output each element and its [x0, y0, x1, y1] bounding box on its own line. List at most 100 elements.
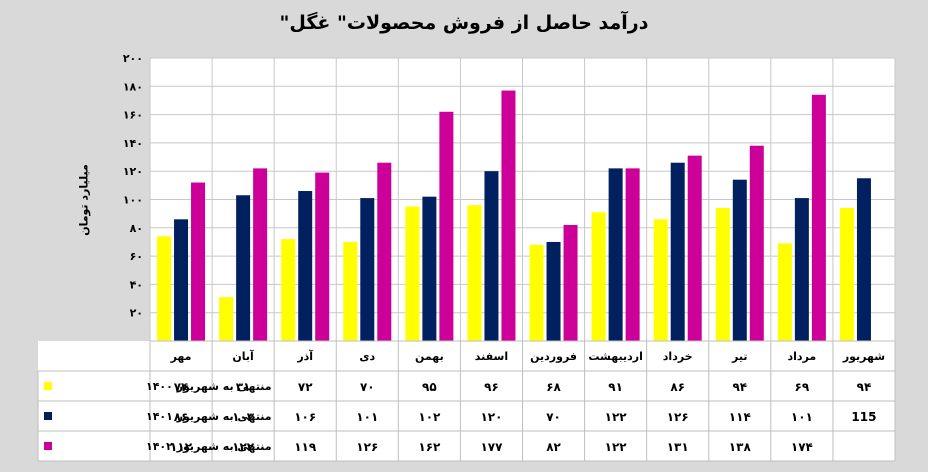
data-label: ۱۳۸ — [729, 440, 752, 454]
y-tick-label: ۸۰ — [130, 222, 143, 235]
data-label: ۱۲۰ — [480, 410, 502, 424]
y-tick-label: ۱۴۰ — [123, 137, 143, 150]
bar-series-1 — [839, 207, 854, 341]
data-label: ۹۶ — [484, 380, 499, 394]
chart-title: درآمد حاصل از فروش محصولات" غگل" — [279, 12, 649, 34]
data-label: ۱۰۲ — [418, 410, 441, 424]
data-label: ۱۷۷ — [480, 440, 503, 454]
x-category-label: فروردین — [530, 350, 577, 363]
x-category-label: آبان — [232, 349, 254, 363]
x-category-label: خرداد — [663, 350, 693, 363]
data-label: ۱۶۲ — [418, 440, 441, 454]
x-category-label: اردیبهشت — [588, 350, 642, 363]
data-label: ۱۱۹ — [294, 440, 317, 454]
bar-series-3 — [315, 172, 330, 341]
bar-series-2 — [236, 195, 251, 341]
data-label: 115 — [851, 410, 876, 424]
data-label: ۸۲ — [546, 440, 561, 454]
y-tick-label: ۲۰۰ — [123, 52, 143, 65]
data-label: ۱۱۴ — [729, 410, 751, 424]
bar-series-1 — [219, 297, 234, 341]
y-tick-label: ۲۰ — [130, 307, 143, 320]
data-label: ۱۳۱ — [667, 440, 689, 454]
x-category-label: بهمن — [415, 350, 444, 363]
bar-series-1 — [591, 212, 606, 341]
legend-key-series-1 — [44, 382, 52, 390]
y-tick-label: ۱۰۰ — [123, 194, 143, 207]
bar-series-2 — [298, 191, 313, 341]
bar-series-3 — [811, 94, 826, 341]
bar-series-1 — [157, 236, 172, 341]
legend-entry: منتهی به شهریور ۱۴۰۲ — [146, 440, 272, 453]
bar-series-3 — [253, 168, 268, 341]
data-label: ۱۲۲ — [232, 440, 255, 454]
x-category-label: تیر — [731, 350, 747, 363]
data-label: ۹۱ — [608, 380, 623, 394]
bar-series-2 — [608, 168, 623, 341]
bar-series-1 — [343, 241, 358, 341]
data-label: ۱۰۶ — [294, 410, 316, 424]
bar-series-1 — [281, 239, 296, 341]
bar-series-3 — [377, 162, 392, 341]
bar-series-1 — [467, 205, 482, 341]
x-category-label: دی — [359, 350, 375, 363]
legend-key-series-3 — [44, 442, 52, 450]
data-label: ۹۴ — [732, 380, 747, 394]
legend-entry: منتهی به شهریور ۱۴۰۰ — [146, 380, 272, 393]
data-label: ۹۵ — [422, 380, 437, 394]
data-label: ۱۱۲ — [170, 440, 193, 454]
legend-entry: منتهی به شهریور ۱۴۰۱ — [146, 410, 272, 423]
bar-series-2 — [670, 162, 685, 341]
bar-series-1 — [777, 243, 792, 341]
bar-series-1 — [653, 219, 668, 341]
bar-series-2 — [794, 198, 809, 341]
legend-key-series-2 — [44, 412, 52, 420]
bar-series-1 — [529, 244, 544, 341]
data-label: ۷۴ — [174, 380, 189, 394]
data-label: ۱۲۲ — [605, 440, 628, 454]
x-category-label: آذر — [296, 349, 313, 363]
bar-series-2 — [856, 178, 871, 341]
data-label: ۱۰۳ — [232, 410, 255, 424]
bar-series-2 — [360, 198, 375, 341]
y-tick-label: ۱۶۰ — [123, 109, 143, 122]
bar-series-2 — [174, 219, 189, 341]
bar-series-3 — [501, 90, 516, 341]
data-label: ۶۹ — [795, 380, 810, 394]
y-tick-label: ۴۰ — [130, 278, 143, 291]
bar-series-3 — [749, 145, 764, 341]
bar-series-3 — [191, 182, 206, 341]
data-label: ۷۰ — [546, 410, 561, 424]
bar-series-2 — [546, 241, 561, 341]
data-label: ۷۰ — [360, 380, 375, 394]
data-label: ۹۴ — [857, 380, 872, 394]
bar-series-3 — [625, 168, 640, 341]
data-label: ۱۲۲ — [605, 410, 628, 424]
bar-series-2 — [484, 171, 499, 341]
data-label: ۸۶ — [174, 410, 189, 424]
data-label: ۱۲۶ — [667, 410, 689, 424]
bar-series-3 — [563, 224, 578, 341]
x-category-label: اسفند — [475, 350, 508, 363]
data-label: ۳۱ — [236, 380, 251, 394]
bar-series-3 — [687, 155, 702, 341]
data-label: ۸۶ — [670, 380, 685, 394]
data-label: ۶۸ — [546, 380, 561, 394]
x-category-label: شهریور — [842, 350, 885, 363]
bar-series-3 — [439, 111, 454, 342]
data-label: ۱۰۱ — [356, 410, 378, 424]
y-tick-label: ۱۸۰ — [123, 80, 143, 93]
x-category-label: مهر — [170, 350, 192, 363]
bar-series-1 — [405, 206, 420, 341]
bar-series-2 — [422, 196, 437, 341]
y-tick-label: ۱۲۰ — [123, 165, 143, 178]
bar-series-1 — [715, 207, 730, 341]
data-label: ۱۷۴ — [791, 440, 813, 454]
data-label: ۷۲ — [298, 380, 313, 394]
bar-series-2 — [732, 179, 747, 341]
y-tick-label: ۶۰ — [130, 250, 143, 263]
data-label: ۱۰۱ — [791, 410, 813, 424]
data-label: ۱۲۶ — [356, 440, 378, 454]
